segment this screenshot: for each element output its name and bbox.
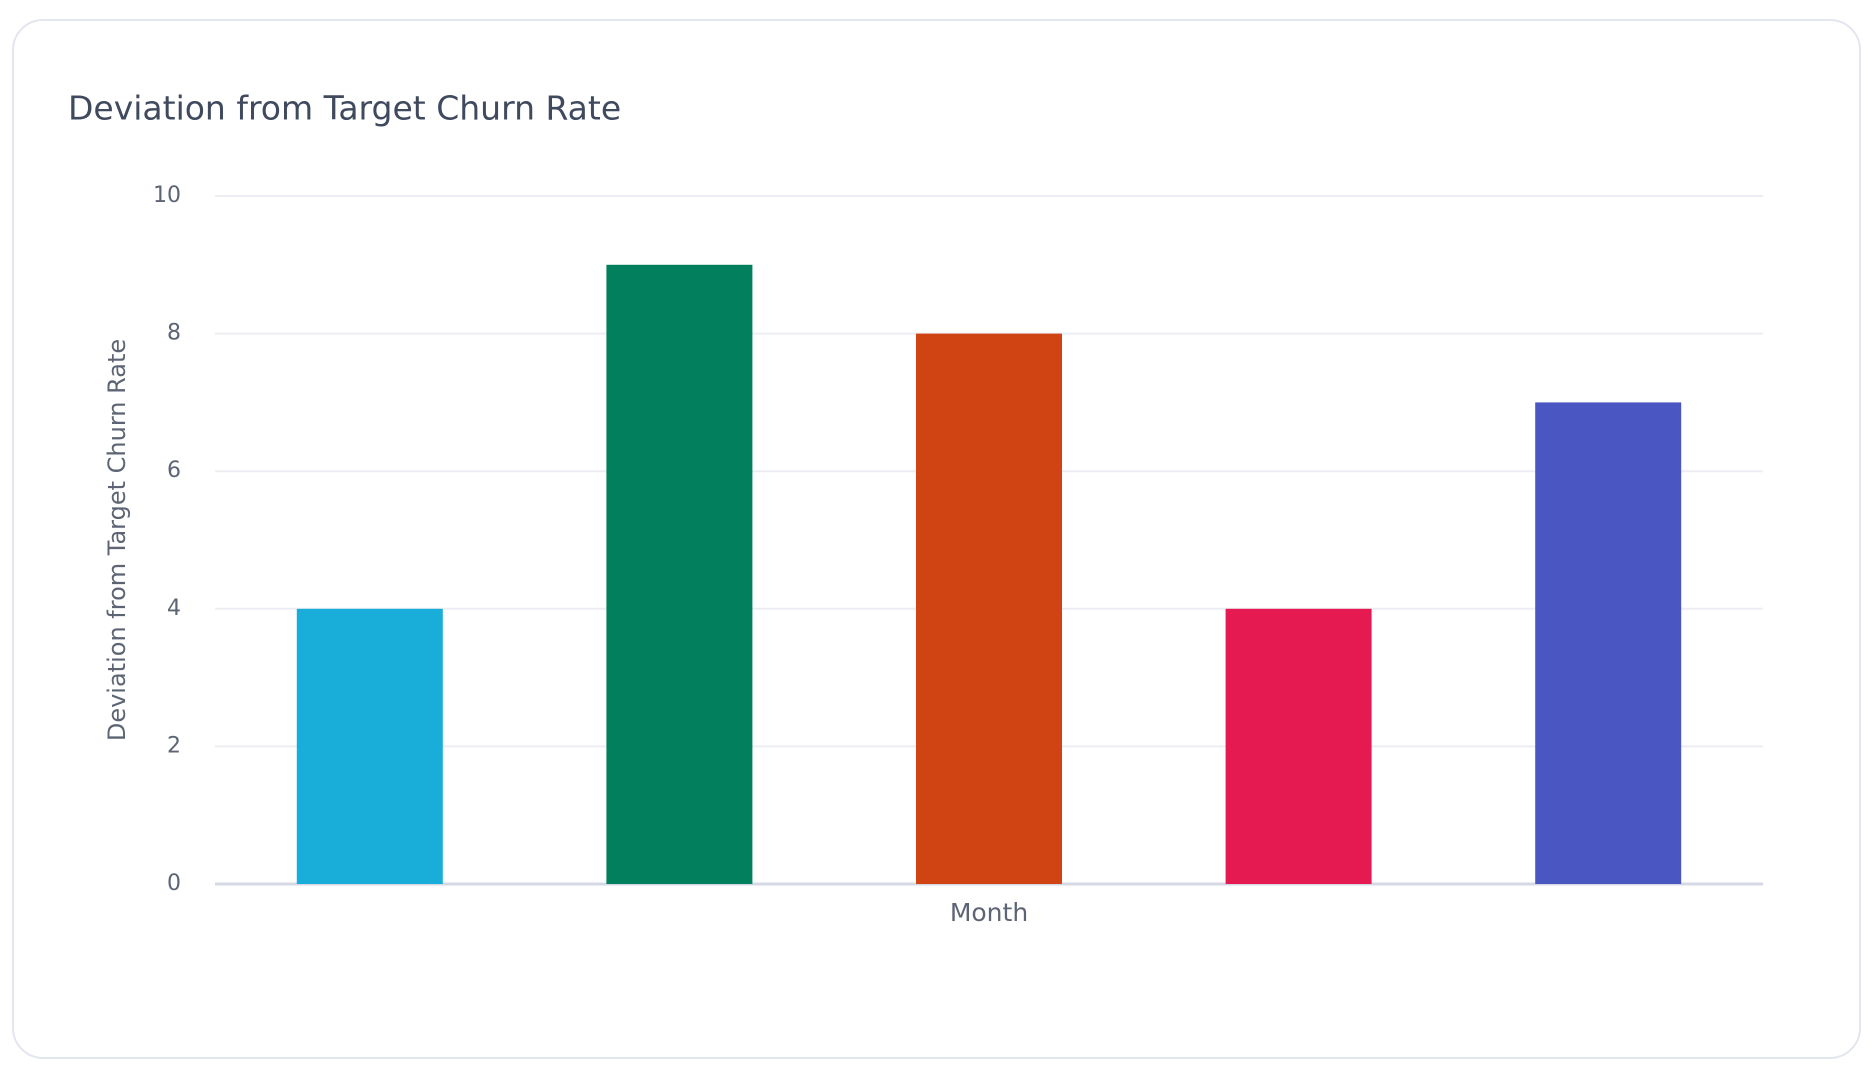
y-tick-label: 2 xyxy=(167,733,181,758)
y-tick-label: 4 xyxy=(167,596,181,621)
y-tick-label: 8 xyxy=(167,321,181,346)
y-tick-label: 6 xyxy=(167,458,181,483)
bar xyxy=(606,264,753,884)
bar xyxy=(1535,402,1682,884)
y-axis-label: Deviation from Target Churn Rate xyxy=(103,339,131,741)
chart-title: Deviation from Target Churn Rate xyxy=(68,89,621,128)
bar xyxy=(296,608,443,884)
bar xyxy=(1225,608,1372,884)
x-axis-label: Month xyxy=(950,898,1028,927)
y-tick-label: 10 xyxy=(153,183,181,208)
y-tick-label: 0 xyxy=(167,871,181,896)
bar xyxy=(916,333,1062,885)
